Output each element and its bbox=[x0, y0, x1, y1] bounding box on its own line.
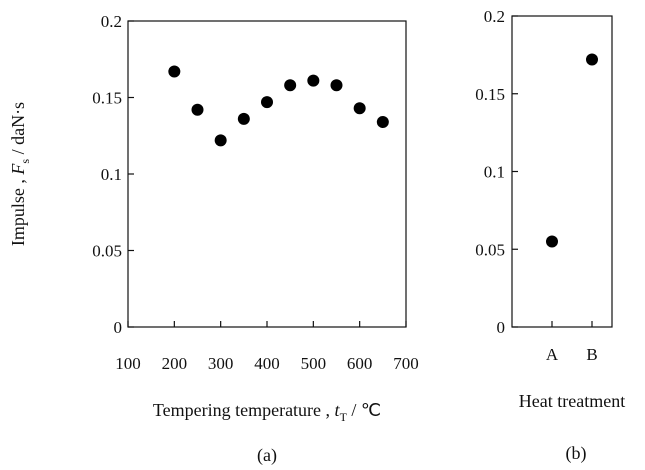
x-axis-title-text: Tempering temperature bbox=[153, 400, 321, 420]
y-tick-label: 0.2 bbox=[484, 7, 505, 26]
panel-a-caption: (a) bbox=[257, 445, 277, 466]
panel-b-x-axis-title: Heat treatment bbox=[519, 391, 625, 411]
data-point bbox=[307, 74, 320, 87]
x-tick-label: 600 bbox=[347, 354, 373, 373]
y-axis-title-subscript: s bbox=[18, 159, 32, 164]
panel-a-points bbox=[168, 65, 389, 147]
data-point bbox=[261, 96, 273, 109]
panel-b-points bbox=[546, 53, 598, 248]
data-point bbox=[168, 65, 181, 78]
y-tick-label: 0.15 bbox=[475, 85, 505, 104]
x-axis-title-symbol: t bbox=[335, 400, 341, 420]
x-tick-label: 500 bbox=[301, 354, 327, 373]
y-tick-label: 0 bbox=[497, 318, 506, 337]
y-tick-label: 0.15 bbox=[92, 89, 122, 108]
y-tick-label: 0.2 bbox=[101, 12, 122, 31]
data-point bbox=[586, 53, 598, 66]
data-point bbox=[330, 79, 343, 92]
x-axis-title-subscript: T bbox=[340, 410, 348, 424]
x-tick-label: 100 bbox=[115, 354, 141, 373]
x-axis-title-sep: , bbox=[321, 400, 335, 420]
panel-a-y-axis: 0 0.05 0.1 0.15 0.2 bbox=[92, 12, 134, 337]
panel-a-x-axis-title: Tempering temperature , tT / ℃ bbox=[153, 400, 381, 424]
data-point bbox=[353, 102, 366, 115]
y-tick-label: 0.1 bbox=[101, 165, 122, 184]
data-point bbox=[214, 134, 227, 147]
x-tick-label: 200 bbox=[162, 354, 188, 373]
category-label: B bbox=[586, 345, 597, 364]
y-tick-label: 0.1 bbox=[484, 163, 505, 182]
y-axis-title-sep: , bbox=[8, 175, 28, 189]
category-label: A bbox=[546, 345, 559, 364]
data-point bbox=[191, 103, 204, 116]
x-tick-label: 700 bbox=[393, 354, 419, 373]
y-axis-title-text: Impulse bbox=[8, 188, 28, 246]
y-axis-title-symbol: F bbox=[8, 163, 28, 176]
y-tick-label: 0 bbox=[114, 318, 123, 337]
x-axis-title-unit: / ℃ bbox=[347, 400, 381, 420]
panel-b-caption: (b) bbox=[566, 443, 587, 464]
data-point bbox=[546, 235, 558, 248]
panel-b-y-axis: 0 0.05 0.1 0.15 0.2 bbox=[475, 7, 518, 337]
y-axis-title-unit: / daN·s bbox=[8, 102, 28, 159]
y-tick-label: 0.05 bbox=[475, 240, 505, 259]
panel-a: 0 0.05 0.1 0.15 0.2 100 200 300 400 500 600 700 Im… bbox=[8, 12, 419, 466]
x-tick-label: 300 bbox=[208, 354, 234, 373]
data-point bbox=[376, 115, 389, 128]
x-tick-label: 400 bbox=[254, 354, 280, 373]
panel-a-frame bbox=[127, 20, 407, 328]
data-point bbox=[284, 79, 297, 92]
panel-a-x-axis: 100 200 300 400 500 600 700 bbox=[115, 321, 419, 373]
data-point bbox=[237, 112, 250, 125]
y-tick-label: 0.05 bbox=[92, 242, 122, 261]
panel-a-y-axis-title: Impulse , Fs / daN·s bbox=[8, 102, 32, 246]
